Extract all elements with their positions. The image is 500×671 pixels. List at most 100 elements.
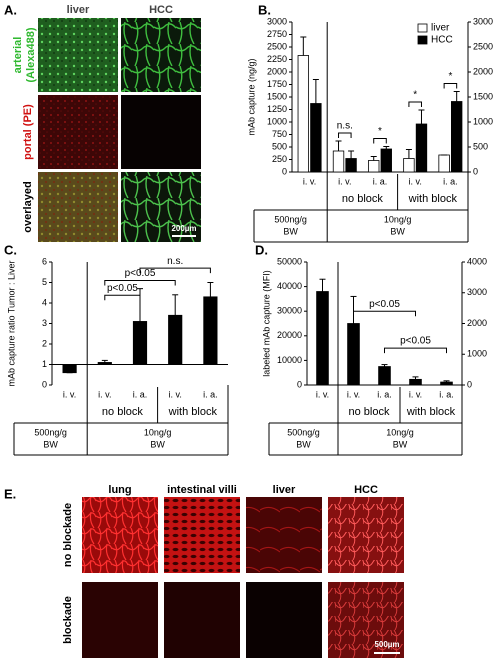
bar (332, 150, 345, 173)
y-tick-label: 0 (282, 166, 287, 176)
micrograph (38, 18, 118, 92)
dose-label: 10ng/g (144, 427, 172, 437)
bar (347, 323, 360, 386)
y2-tick-label: 2500 (473, 41, 493, 51)
annotation: n.s. (167, 256, 183, 267)
bar (62, 364, 77, 374)
x-tick-label: i. a. (133, 389, 148, 399)
y-tick-label: 1500 (267, 91, 287, 101)
y2-tick-label: 1500 (473, 91, 493, 101)
y-tick-label: 1 (42, 359, 47, 369)
micrograph (121, 18, 201, 92)
bracket (338, 132, 352, 138)
y-axis-label: labeled mAb capture (MFI) (261, 270, 271, 377)
x-tick-label: i. v. (338, 176, 351, 186)
y-tick-label: 2000 (267, 66, 287, 76)
x-tick-label: i. a. (443, 176, 458, 186)
scale-label: 500µm (374, 640, 399, 649)
y-tick-label: 750 (272, 129, 287, 139)
y2-tick-label: 1000 (473, 116, 493, 126)
group-label: no block (102, 406, 143, 418)
y-tick-label: 2500 (267, 41, 287, 51)
bracket (104, 279, 176, 286)
micrograph (246, 582, 322, 658)
annotation: p<0.05 (107, 283, 138, 294)
y-tick-label: 2 (42, 338, 47, 348)
column-header: HCC (354, 484, 378, 496)
y2-tick-label: 4000 (467, 256, 487, 266)
y2-tick-label: 3000 (467, 287, 487, 297)
y-tick-label: 30000 (277, 306, 302, 316)
row-label: blockade (62, 596, 74, 644)
bar (450, 101, 463, 173)
micrograph (164, 582, 240, 658)
y-tick-label: 2250 (267, 54, 287, 64)
column-header: intestinal villi (167, 484, 237, 496)
bar (380, 148, 392, 173)
group-label: with block (406, 406, 456, 418)
bar (132, 321, 148, 365)
micrograph (82, 582, 158, 658)
panel-label: D. (255, 242, 268, 257)
dose-label: BW (390, 226, 405, 236)
y-tick-label: 0 (297, 379, 302, 389)
dose-label: 500ng/g (34, 427, 67, 437)
bar (409, 378, 422, 386)
group-label: no block (342, 193, 383, 205)
bar (345, 158, 357, 173)
bar (438, 154, 450, 173)
bar (297, 55, 310, 173)
panel-label: C. (4, 242, 17, 257)
y-tick-label: 1250 (267, 104, 287, 114)
y2-tick-label: 500 (473, 141, 488, 151)
x-tick-label: i. v. (303, 176, 316, 186)
scale-label: 200µm (171, 224, 196, 233)
y-tick-label: 2750 (267, 29, 287, 39)
y2-tick-label: 2000 (467, 318, 487, 328)
dose-label: 10ng/g (384, 214, 412, 224)
y2-tick-label: 1000 (467, 349, 487, 359)
y-tick-label: 6 (42, 256, 47, 266)
dose-label: 500ng/g (274, 214, 307, 224)
annotation: * (448, 71, 452, 82)
y2-tick-label: 0 (467, 379, 472, 389)
x-tick-label: i. v. (409, 389, 422, 399)
row-label: no blockade (62, 503, 74, 567)
legend-label: HCC (431, 35, 453, 46)
dose-label: 500ng/g (287, 427, 320, 437)
y-tick-label: 5 (42, 277, 47, 287)
row-label: arterial (12, 37, 24, 74)
bracket (139, 267, 211, 274)
bracket (408, 101, 422, 107)
bar (97, 362, 112, 365)
bracket (373, 138, 387, 144)
y-axis-label: mAb capture (ng/g) (246, 58, 256, 135)
group-label: with block (168, 406, 218, 418)
y-axis-label: mAb capture ratio Tumor : Liver (6, 260, 16, 386)
micrograph (38, 172, 118, 242)
x-tick-label: i. v. (316, 389, 329, 399)
x-tick-label: i. v. (63, 389, 76, 399)
annotation: p<0.05 (400, 336, 431, 347)
micrograph (121, 172, 201, 242)
y-tick-label: 250 (272, 154, 287, 164)
x-tick-label: i. v. (98, 389, 111, 399)
y2-tick-label: 2000 (473, 66, 493, 76)
annotation: n.s. (337, 121, 353, 132)
column-header: liver (273, 484, 296, 496)
bracket (384, 347, 447, 354)
annotation: * (378, 126, 382, 137)
group-label: no block (349, 406, 390, 418)
y-tick-label: 0 (42, 379, 47, 389)
dose-label: BW (283, 226, 298, 236)
micrograph (121, 95, 201, 169)
y-tick-label: 500 (272, 141, 287, 151)
bracket (353, 310, 416, 317)
y-tick-label: 10000 (277, 355, 302, 365)
y-tick-label: 3000 (267, 16, 287, 26)
y2-tick-label: 3000 (473, 16, 493, 26)
bracket (443, 83, 458, 89)
y-tick-label: 3 (42, 318, 47, 328)
micrograph (246, 497, 322, 573)
